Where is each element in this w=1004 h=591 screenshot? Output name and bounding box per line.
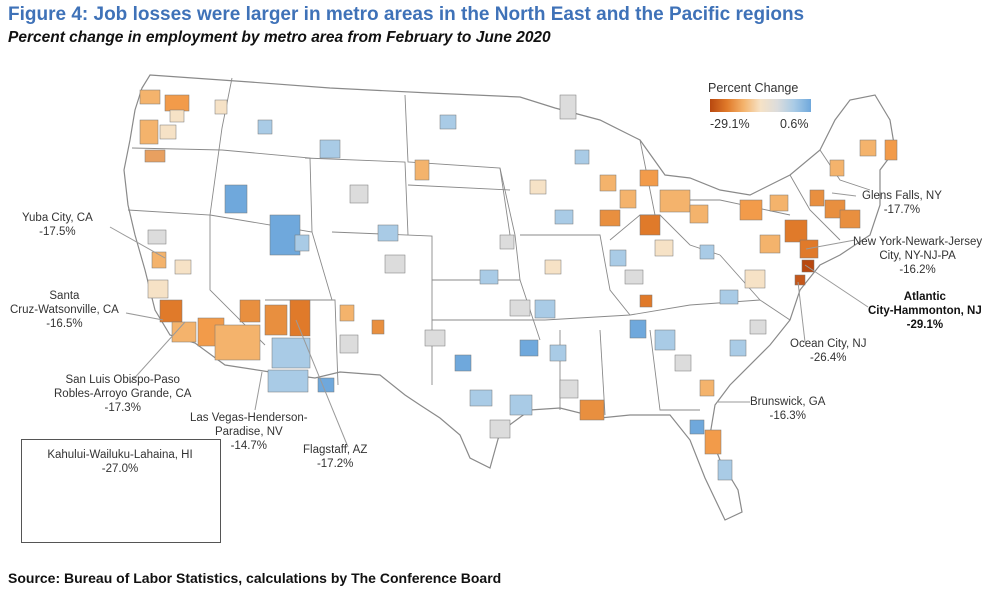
callout-brunswick: Brunswick, GA -16.3% [750, 396, 826, 422]
metro-areas [139, 89, 898, 481]
callout-santa-cruz: Santa Cruz-Watsonville, CA -16.5% [10, 290, 119, 330]
chart-subtitle: Percent change in employment by metro ar… [8, 29, 551, 46]
callout-leaders [109, 192, 869, 448]
hawaii-inset: Kahului-Wailuku-Lahaina, HI -27.0% [21, 439, 221, 543]
source-note: Source: Bureau of Labor Statistics, calc… [8, 570, 502, 586]
chart-title: Figure 4: Job losses were larger in metr… [8, 4, 805, 25]
legend-max-label: 0.6% [780, 117, 809, 131]
callout-atlantic-city: Atlantic City-Hammonton, NJ -29.1% [868, 291, 982, 331]
callout-new-york: New York-Newark-Jersey City, NY-NJ-PA -1… [853, 236, 983, 276]
callout-flagstaff: Flagstaff, AZ -17.2% [303, 444, 368, 470]
legend-min-label: -29.1% [710, 117, 750, 131]
legend-color-scale [710, 99, 811, 112]
callout-kahului: Kahului-Wailuku-Lahaina, HI -27.0% [47, 449, 193, 475]
callout-glens-falls: Glens Falls, NY -17.7% [862, 190, 942, 216]
callout-san-luis-obispo: San Luis Obispo-Paso Robles-Arroyo Grand… [54, 374, 192, 414]
callout-las-vegas: Las Vegas-Henderson- Paradise, NV -14.7% [190, 412, 308, 452]
callout-ocean-city: Ocean City, NJ -26.4% [790, 338, 867, 364]
state-borders [127, 77, 871, 416]
legend-title: Percent Change [708, 81, 799, 95]
us-outline [123, 74, 896, 521]
callout-yuba-city: Yuba City, CA -17.5% [22, 212, 93, 238]
